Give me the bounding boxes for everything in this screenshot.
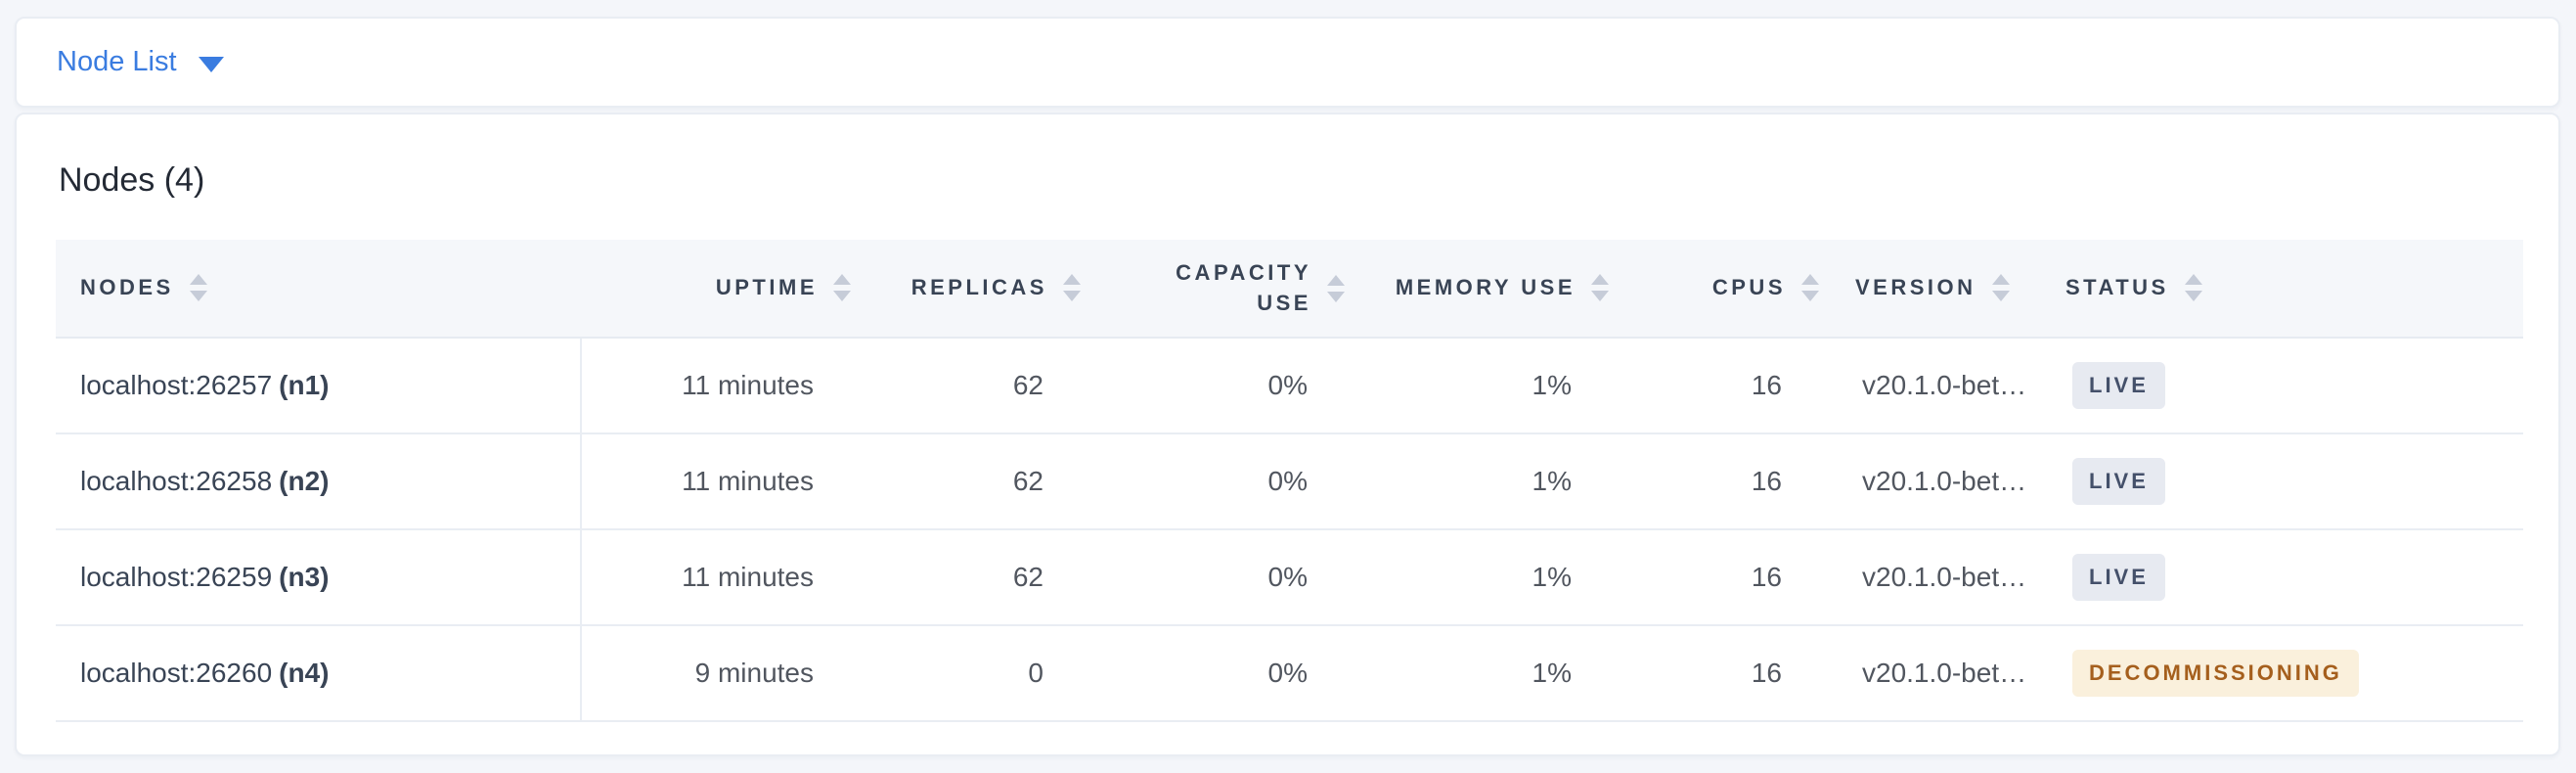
view-selector-label: Node List [57,46,177,77]
status-badge: LIVE [2072,554,2165,601]
node-address-cell: localhost:26257 (n1) [56,338,582,433]
status-badge: DECOMMISSIONING [2072,650,2359,697]
node-id: (n4) [279,658,330,688]
status-badge: LIVE [2072,362,2165,409]
sort-icon [1063,274,1081,302]
capacity-use-cell: 0% [1267,466,1308,496]
status-cell: DECOMMISSIONING [2046,625,2523,721]
column-header-replicas[interactable]: REPLICAS [863,240,1092,339]
memory-use-cell: 1% [1532,370,1572,400]
sort-icon [2184,274,2202,302]
table-row[interactable]: localhost:26260 (n4) 9 minutes 0 0% 1% 16… [56,625,2523,721]
cpus-cell: 16 [1751,658,1782,688]
node-id: (n3) [279,562,330,592]
nodes-table: NODES UPTIME REPLICAS [56,240,2523,722]
version-cell: v20.1.0-bet… [1862,466,2027,496]
memory-use-cell: 1% [1532,562,1572,592]
column-label: UPTIME [715,275,818,300]
status-badge: LIVE [2072,458,2165,505]
status-cell: LIVE [2046,529,2523,625]
cpus-cell: 16 [1751,562,1782,592]
replicas-cell: 62 [1012,562,1044,592]
column-label: STATUS [2065,275,2169,300]
status-cell: LIVE [2046,433,2523,529]
sort-icon [1327,274,1345,302]
node-id: (n1) [279,370,330,400]
column-label: MEMORY USE [1395,275,1576,300]
uptime-cell: 11 minutes [682,562,814,592]
replicas-cell: 0 [1028,658,1044,688]
column-header-nodes[interactable]: NODES [56,240,581,339]
replicas-cell: 62 [1012,370,1044,400]
column-header-memory-use[interactable]: MEMORY USE [1356,240,1621,339]
column-header-uptime[interactable]: UPTIME [581,240,863,339]
sort-icon [1801,274,1819,302]
view-selector-panel: Node List [15,17,2560,108]
uptime-cell: 11 minutes [682,466,814,496]
column-header-version[interactable]: VERSION [1831,240,2046,339]
sort-icon [1991,274,2010,302]
column-label: REPLICAS [910,275,1047,300]
capacity-use-cell: 0% [1267,562,1308,592]
nodes-panel: Nodes (4) NODES UPTIME [15,113,2560,756]
column-label: NODES [80,275,174,300]
node-address-cell: localhost:26260 (n4) [56,625,582,721]
status-cell: LIVE [2046,338,2523,433]
version-cell: v20.1.0-bet… [1862,370,2027,400]
node-address-cell: localhost:26258 (n2) [56,433,582,529]
node-id: (n2) [279,466,330,496]
uptime-cell: 9 minutes [694,658,814,688]
caret-down-icon [198,56,224,72]
memory-use-cell: 1% [1532,658,1572,688]
column-label: CPUS [1711,275,1786,300]
column-header-capacity-use[interactable]: CAPACITY USE [1092,240,1356,339]
version-cell: v20.1.0-bet… [1862,562,2027,592]
sort-icon [189,274,207,302]
column-label: VERSION [1855,275,1976,300]
cpus-cell: 16 [1751,466,1782,496]
view-selector-dropdown[interactable]: Node List [57,46,224,78]
memory-use-cell: 1% [1532,466,1572,496]
node-address-cell: localhost:26259 (n3) [56,529,582,625]
replicas-cell: 62 [1012,466,1044,496]
column-header-cpus[interactable]: CPUS [1621,240,1831,339]
column-label: CAPACITY USE [1176,259,1311,315]
cpus-cell: 16 [1751,370,1782,400]
table-row[interactable]: localhost:26258 (n2) 11 minutes 62 0% 1% … [56,433,2523,529]
table-row[interactable]: localhost:26257 (n1) 11 minutes 62 0% 1% … [56,338,2523,433]
table-header-row: NODES UPTIME REPLICAS [56,240,2523,339]
sort-icon [1591,274,1609,302]
column-header-status[interactable]: STATUS [2046,240,2523,339]
capacity-use-cell: 0% [1267,658,1308,688]
capacity-use-cell: 0% [1267,370,1308,400]
nodes-count-title: Nodes (4) [59,161,205,199]
uptime-cell: 11 minutes [682,370,814,400]
version-cell: v20.1.0-bet… [1862,658,2027,688]
sort-icon [833,274,851,302]
table-row[interactable]: localhost:26259 (n3) 11 minutes 62 0% 1% … [56,529,2523,625]
